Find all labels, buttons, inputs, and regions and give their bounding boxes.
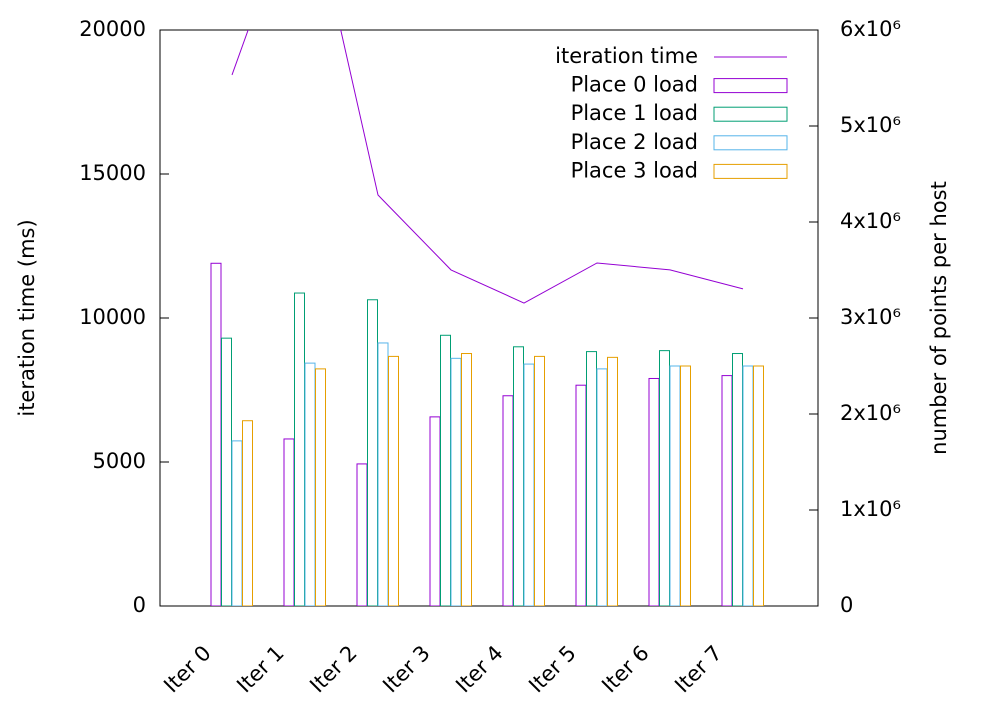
y2-axis-title: number of points per host xyxy=(927,181,951,455)
y2-tick-label: 6x10⁶ xyxy=(840,17,901,41)
legend-label: Place 3 load xyxy=(571,158,698,182)
y2-tick-label: 2x10⁶ xyxy=(840,401,901,425)
y2-tick-label: 4x10⁶ xyxy=(840,209,901,233)
x-tick-label: Iter 2 xyxy=(305,641,362,698)
bar xyxy=(742,365,754,606)
bar xyxy=(732,353,743,606)
x-tick-label: Iter 1 xyxy=(232,641,289,698)
y-tick-label: 5000 xyxy=(93,449,146,473)
bar xyxy=(242,420,253,606)
x-tick-label: Iter 0 xyxy=(159,641,216,698)
y2-tick-label: 3x10⁶ xyxy=(840,305,901,329)
bar xyxy=(721,375,733,606)
bar xyxy=(315,368,326,606)
bar xyxy=(377,342,389,606)
y-tick-label: 15000 xyxy=(79,161,146,185)
legend-swatch xyxy=(713,163,788,179)
plot-border xyxy=(159,29,819,607)
bar xyxy=(283,438,295,606)
bar xyxy=(231,440,243,606)
bar xyxy=(461,353,472,606)
y-tick-label: 0 xyxy=(133,593,146,617)
bar xyxy=(575,384,587,606)
x-tick-label: Iter 6 xyxy=(597,641,654,698)
bar xyxy=(596,368,608,606)
plot-area xyxy=(210,30,764,606)
bar xyxy=(523,363,535,606)
bar xyxy=(659,350,670,606)
y-axis-title: iteration time (ms) xyxy=(15,219,39,416)
line xyxy=(231,30,744,304)
y2-tick-label: 1x10⁶ xyxy=(840,497,901,521)
legend-label: Place 2 load xyxy=(571,130,698,154)
bar xyxy=(450,357,462,606)
bar xyxy=(221,337,232,606)
bar xyxy=(210,262,222,606)
legend-swatch xyxy=(713,135,788,151)
x-tick-label: Iter 4 xyxy=(451,641,508,698)
y2-tick-label: 0 xyxy=(840,593,853,617)
bar xyxy=(513,346,524,606)
legend-swatch xyxy=(713,106,788,122)
y-tick-label: 10000 xyxy=(79,305,146,329)
bar xyxy=(534,355,545,606)
x-tick-label: Iter 5 xyxy=(524,641,581,698)
x-tick-label: Iter 3 xyxy=(378,641,435,698)
bar xyxy=(607,356,618,606)
bar xyxy=(753,365,764,606)
bar xyxy=(669,365,681,606)
bar xyxy=(648,377,660,606)
legend-swatch xyxy=(713,78,788,94)
bar xyxy=(429,416,441,606)
bar xyxy=(367,299,378,606)
bar xyxy=(502,395,514,606)
bar xyxy=(440,334,451,606)
bar xyxy=(304,362,316,606)
x-tick-label: Iter 7 xyxy=(670,641,727,698)
legend-label: Place 0 load xyxy=(571,73,698,97)
legend-label: Place 1 load xyxy=(571,101,698,125)
legend-label: iteration time xyxy=(555,44,698,68)
y-tick-label: 20000 xyxy=(79,17,146,41)
bar xyxy=(680,365,691,606)
y2-tick-label: 5x10⁶ xyxy=(840,113,901,137)
bar xyxy=(356,463,368,606)
bar xyxy=(294,292,305,606)
bar xyxy=(586,351,597,606)
bar xyxy=(388,355,399,606)
